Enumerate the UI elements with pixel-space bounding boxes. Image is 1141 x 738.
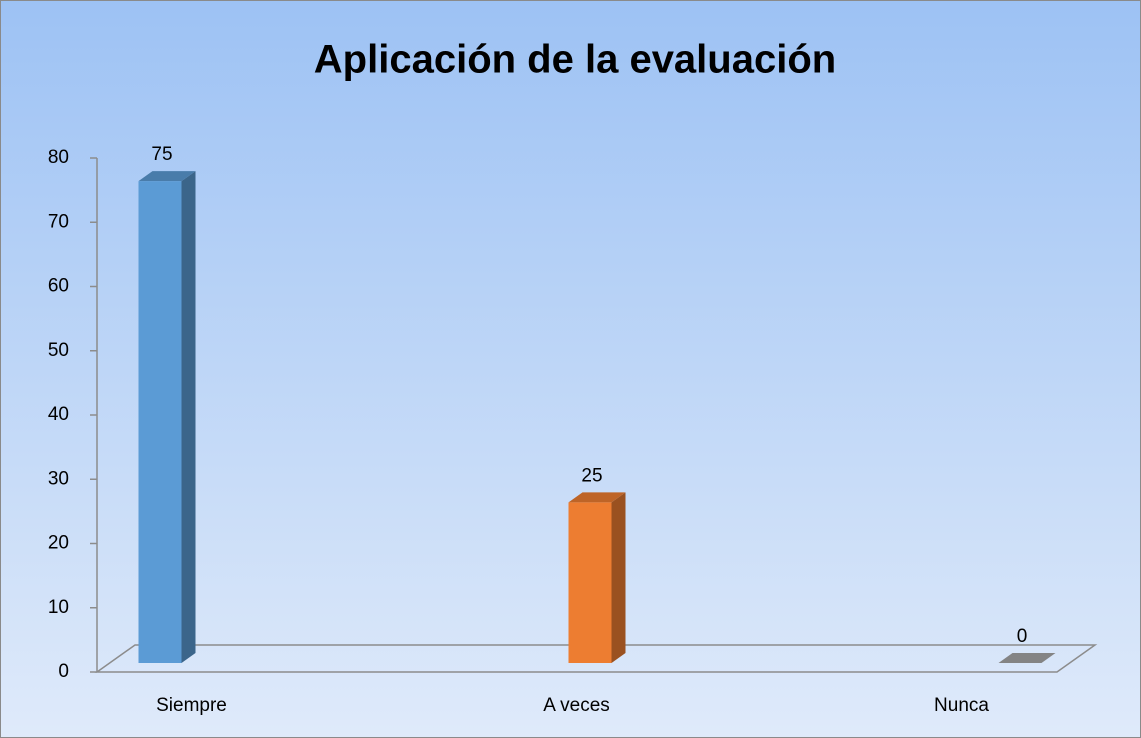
- y-tick-label: 60: [48, 276, 69, 297]
- x-tick-label: Nunca: [934, 695, 989, 716]
- y-tick-label: 50: [48, 340, 69, 361]
- bar-side: [611, 492, 626, 663]
- y-tick-label: 80: [48, 147, 69, 168]
- x-tick-label: A veces: [543, 695, 610, 716]
- y-tick-label: 10: [48, 597, 69, 618]
- data-label: 75: [151, 144, 172, 165]
- bar-top: [568, 492, 626, 503]
- floor: [94, 644, 1098, 673]
- y-tick-label: 30: [48, 468, 69, 489]
- bar-top: [998, 653, 1056, 663]
- bar: [568, 502, 612, 663]
- data-label: 0: [1017, 626, 1028, 647]
- chart-title: Aplicación de la evaluación: [314, 38, 836, 82]
- bar-top: [138, 171, 196, 182]
- y-tick-label: 40: [48, 404, 69, 425]
- x-tick-label: Siempre: [156, 695, 227, 716]
- y-tick-label: 0: [58, 661, 69, 682]
- bar: [138, 181, 182, 663]
- y-tick-label: 20: [48, 533, 69, 554]
- data-label: 25: [581, 465, 602, 486]
- bar-side: [181, 171, 196, 663]
- y-tick-label: 70: [48, 211, 69, 232]
